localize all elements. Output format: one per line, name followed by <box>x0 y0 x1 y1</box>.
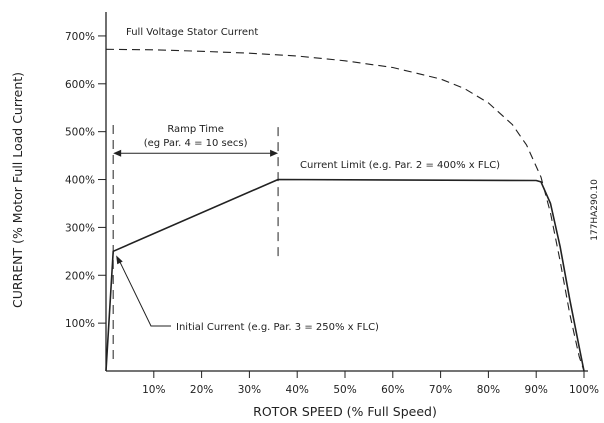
series-current-limit-line <box>105 178 585 372</box>
axes <box>105 12 588 372</box>
figure-code: 177HA290.10 <box>590 179 600 241</box>
x-tick-label: 100% <box>569 384 599 396</box>
tick-group: 100% 200% 300% 400% 500% 600% 700% 10% 20% 30% 40%… <box>65 31 599 396</box>
y-tick-label: 500% <box>65 127 95 139</box>
x-tick-label: 50% <box>333 384 356 396</box>
ramp-right-arrowhead <box>270 149 279 157</box>
y-tick-label: 400% <box>65 175 95 187</box>
annotation-ramp-time-example: (eg Par. 4 = 10 secs) <box>144 138 248 149</box>
initial-current-arrowhead <box>116 255 123 265</box>
annotation-initial-current: Initial Current (e.g. Par. 3 = 250% x FL… <box>176 322 379 333</box>
series-group <box>105 48 585 372</box>
x-tick-label: 70% <box>429 384 452 396</box>
x-axis-label: ROTOR SPEED (% Full Speed) <box>253 404 437 419</box>
x-tick-label: 60% <box>381 384 404 396</box>
ramp-left-arrowhead <box>113 149 122 157</box>
y-tick-label: 300% <box>65 222 95 234</box>
annotation-current-limit: Current Limit (e.g. Par. 2 = 400% x FLC) <box>300 160 500 171</box>
x-tick-label: 80% <box>477 384 500 396</box>
ramp-time-marker <box>112 122 279 359</box>
x-tick-label: 30% <box>238 384 261 396</box>
x-tick-label: 40% <box>286 384 309 396</box>
y-axis-label: CURRENT (% Motor Full Load Current) <box>10 72 25 308</box>
x-tick-label: 20% <box>190 384 213 396</box>
y-tick-label: 700% <box>65 31 95 43</box>
initial-current-leader <box>117 258 171 327</box>
annotation-group: Full Voltage Stator Current Current Limit… <box>116 27 500 333</box>
y-tick-label: 100% <box>65 318 95 330</box>
annotation-ramp-time: Ramp Time <box>167 124 224 135</box>
x-tick-label: 10% <box>142 384 165 396</box>
x-tick-label: 90% <box>525 384 548 396</box>
annotation-full-voltage: Full Voltage Stator Current <box>126 27 258 38</box>
y-tick-label: 200% <box>65 270 95 282</box>
y-tick-label: 600% <box>65 79 95 91</box>
series-full-voltage-stator-current-line <box>105 48 585 372</box>
